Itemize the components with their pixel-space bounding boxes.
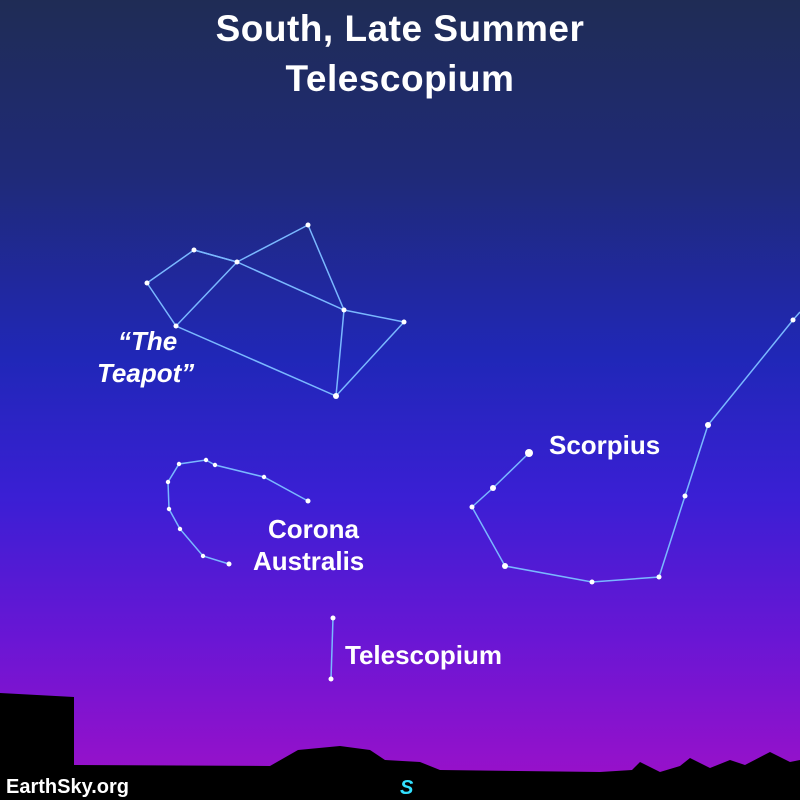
star <box>305 222 311 228</box>
star <box>341 307 347 313</box>
scorpius-label: Scorpius <box>549 430 661 460</box>
chart-subtitle: Telescopium <box>285 58 515 99</box>
corona-lines <box>167 459 309 565</box>
star <box>305 498 311 504</box>
teapot-lines <box>193 249 238 263</box>
star <box>490 485 496 491</box>
telescopium-line <box>330 617 334 680</box>
chart-title: South, Late Summer <box>215 8 585 49</box>
star <box>166 506 172 512</box>
star <box>328 676 334 682</box>
star <box>191 247 197 253</box>
star <box>144 280 150 286</box>
star <box>177 526 183 532</box>
star <box>469 504 475 510</box>
corona-label-line1: Corona <box>268 514 359 544</box>
corona-australis-constellation <box>165 457 311 567</box>
star <box>234 259 240 265</box>
star <box>176 461 182 467</box>
star <box>330 615 336 621</box>
star <box>165 479 171 485</box>
star <box>682 493 688 499</box>
star <box>200 553 206 559</box>
star <box>502 563 508 569</box>
star <box>705 422 711 428</box>
telescopium-constellation <box>328 615 336 682</box>
star <box>401 319 407 325</box>
corona-label-line2: Australis <box>253 546 365 576</box>
teapot-label-line1: “The <box>118 326 178 356</box>
scorpius-constellation <box>469 311 800 585</box>
teapot-label-line2: Teapot” <box>97 358 195 388</box>
telescopium-label: Telescopium <box>345 640 503 670</box>
horizon-silhouette <box>0 693 800 800</box>
star <box>212 462 218 468</box>
south-direction-marker: S <box>400 777 414 799</box>
star <box>790 317 796 323</box>
earthsky-credit: EarthSky.org <box>6 776 129 798</box>
star <box>656 574 662 580</box>
star <box>173 323 179 329</box>
star <box>589 579 595 585</box>
star <box>226 561 232 567</box>
star <box>333 393 339 399</box>
star <box>261 474 267 480</box>
scorpius-lines <box>471 311 800 583</box>
teapot-asterism <box>144 222 407 399</box>
star <box>525 449 533 457</box>
star <box>203 457 209 463</box>
